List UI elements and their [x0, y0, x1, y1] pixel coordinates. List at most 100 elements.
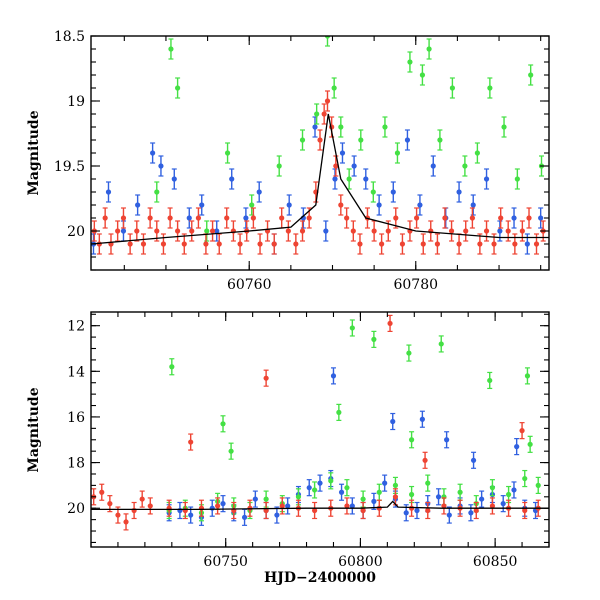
bottom-data-point	[425, 480, 431, 486]
top-data-point	[321, 111, 327, 117]
top-data-point	[505, 228, 511, 234]
bottom-data-point	[457, 489, 463, 495]
top-data-point	[399, 241, 406, 247]
bottom-data-point	[409, 437, 415, 443]
top-series-0	[91, 116, 544, 255]
top-data-point	[420, 241, 426, 247]
bottom-data-point	[344, 485, 350, 491]
top-data-point	[497, 228, 503, 234]
top-data-point	[286, 202, 292, 208]
top-model-curve	[91, 113, 549, 245]
top-data-point	[175, 228, 181, 234]
bottom-data-point	[435, 494, 442, 500]
top-data-point	[140, 241, 147, 247]
top-data-point	[204, 228, 210, 234]
bottom-data-point	[519, 428, 525, 434]
top-panel: 60760 60780 18.5 19 19.5 20 Magnitude	[26, 29, 550, 293]
bottom-data-point	[382, 480, 388, 486]
top-y-tick-label: 18.5	[54, 29, 85, 45]
top-data-point	[115, 228, 121, 234]
top-data-point	[533, 241, 540, 247]
top-y-tick-label: 20	[67, 224, 85, 240]
bottom-data-point	[409, 505, 415, 511]
top-ticks: 60760 60780 18.5 19 19.5 20	[54, 29, 549, 293]
bottom-data-point	[514, 444, 520, 450]
top-data-point	[243, 215, 249, 221]
top-data-point	[371, 228, 377, 234]
top-data-point	[462, 163, 468, 169]
top-data-point	[333, 163, 339, 169]
top-data-point	[199, 202, 205, 208]
bottom-data-point	[330, 373, 337, 379]
top-data-point	[357, 241, 363, 247]
top-data-point	[346, 176, 352, 182]
bottom-data-point	[285, 503, 291, 509]
bottom-x-axis-label: HJD−2400000	[264, 570, 376, 586]
bottom-data-point	[371, 498, 377, 504]
top-data-point	[469, 215, 475, 221]
bottom-y-tick-label: 20	[67, 501, 85, 517]
top-data-point	[214, 228, 220, 234]
top-data-point	[134, 228, 140, 234]
bottom-data-point	[209, 505, 215, 511]
top-data-point	[237, 241, 243, 247]
bottom-y-tick-label: 18	[67, 456, 85, 472]
top-data-point	[257, 241, 263, 247]
top-y-tick-label: 19.5	[54, 159, 85, 175]
bottom-data-point	[295, 494, 302, 500]
bottom-data-point	[371, 336, 377, 342]
top-data-point	[379, 241, 385, 247]
top-data-point	[417, 202, 423, 208]
bottom-data-point	[500, 501, 506, 507]
top-data-point	[189, 228, 195, 234]
bottom-data-point	[338, 489, 345, 495]
top-data-point	[250, 215, 256, 221]
top-data-point	[511, 215, 517, 221]
bottom-data-point	[376, 489, 382, 495]
top-data-point	[358, 137, 364, 143]
bottom-data-point	[360, 507, 366, 514]
top-data-point	[224, 150, 231, 156]
bottom-data-point	[328, 478, 334, 484]
bottom-data-point	[473, 507, 479, 514]
bottom-data-point	[511, 487, 517, 493]
top-series-1	[154, 36, 545, 242]
bottom-data-point	[279, 503, 285, 509]
top-data-point	[314, 111, 320, 117]
top-data-point	[376, 202, 382, 208]
top-data-point	[463, 228, 469, 234]
top-data-point	[413, 215, 420, 221]
bottom-y-tick-label: 16	[67, 410, 85, 426]
bottom-data-point	[317, 480, 323, 486]
bottom-data-point	[441, 503, 447, 509]
bottom-series-0	[166, 367, 539, 526]
top-x-tick-label: 60760	[227, 277, 272, 293]
top-data-point	[203, 241, 209, 247]
top-data-point	[195, 215, 202, 221]
top-data-point	[524, 241, 530, 247]
bottom-data-point	[115, 512, 121, 518]
top-data-point	[120, 215, 127, 221]
top-data-point	[483, 176, 490, 182]
top-data-point	[323, 228, 329, 234]
bottom-data-point	[535, 482, 541, 488]
bottom-data-point	[215, 503, 221, 509]
top-plot-area	[91, 36, 549, 255]
top-data-point	[448, 228, 455, 234]
top-data-point	[437, 137, 443, 143]
bottom-data-point	[422, 457, 428, 463]
top-data-point	[299, 137, 306, 143]
bottom-data-point	[131, 507, 137, 514]
bottom-data-point	[241, 514, 248, 520]
top-data-point	[285, 228, 291, 234]
bottom-data-point	[390, 418, 396, 425]
bottom-data-point	[252, 496, 258, 502]
top-data-point	[168, 46, 174, 52]
top-data-point	[474, 150, 480, 156]
top-data-point	[171, 176, 177, 182]
bottom-data-point	[107, 501, 113, 507]
bottom-data-point	[306, 485, 312, 491]
top-data-point	[338, 202, 344, 208]
bottom-data-point	[479, 496, 485, 502]
top-data-point	[306, 215, 312, 221]
